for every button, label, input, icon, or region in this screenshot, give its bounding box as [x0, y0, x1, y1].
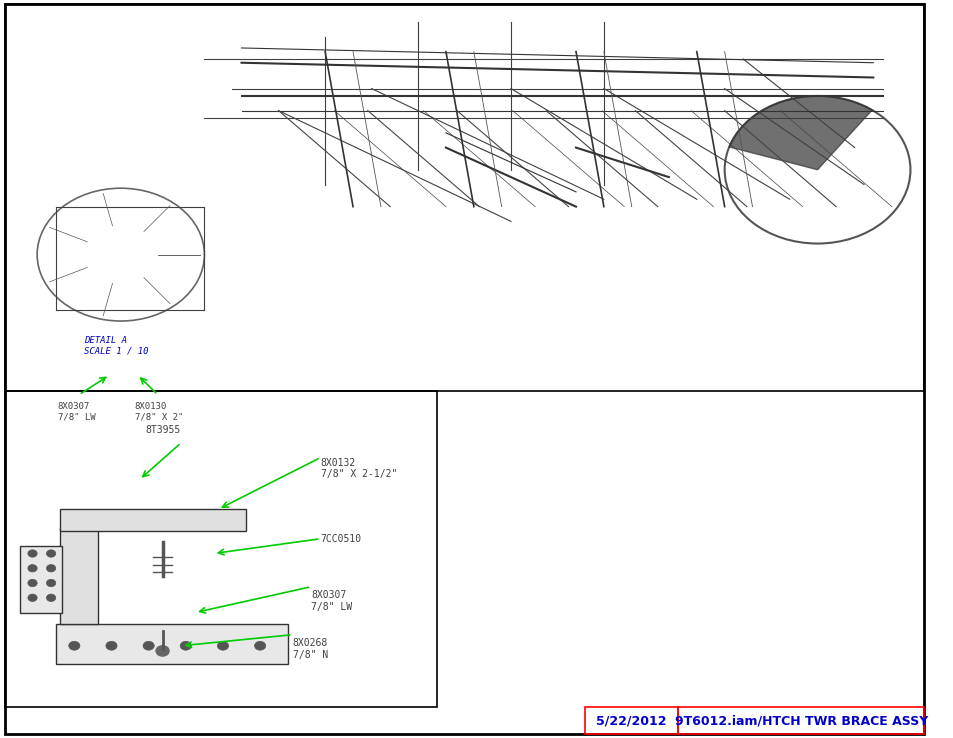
Text: 8X0132
7/8" X 2-1/2": 8X0132 7/8" X 2-1/2": [320, 458, 396, 479]
Circle shape: [143, 641, 154, 650]
Bar: [5, 391, 436, 707]
Bar: [60, 509, 246, 531]
Bar: [55, 624, 288, 664]
Text: DETAIL A
SCALE 1 / 10: DETAIL A SCALE 1 / 10: [84, 336, 148, 355]
Bar: [60, 528, 97, 624]
Circle shape: [28, 550, 37, 557]
Text: 8T3955: 8T3955: [145, 425, 180, 435]
Text: 7CC0510: 7CC0510: [320, 534, 361, 544]
Circle shape: [28, 579, 37, 587]
Circle shape: [106, 641, 117, 650]
Circle shape: [47, 565, 55, 572]
Bar: [20, 546, 62, 613]
Circle shape: [180, 641, 192, 650]
Text: 9T6012.iam/HTCH TWR BRACE ASSY: 9T6012.iam/HTCH TWR BRACE ASSY: [674, 714, 927, 727]
Text: 5/22/2012: 5/22/2012: [596, 714, 666, 727]
Circle shape: [47, 579, 55, 587]
Circle shape: [47, 594, 55, 601]
Circle shape: [47, 550, 55, 557]
Text: 8X0307
7/8" LW: 8X0307 7/8" LW: [57, 402, 95, 421]
Circle shape: [28, 594, 37, 601]
Text: 8X0268
7/8" N: 8X0268 7/8" N: [293, 638, 328, 660]
Polygon shape: [728, 96, 871, 170]
Bar: [585, 707, 678, 734]
Circle shape: [217, 641, 229, 650]
Text: 8X0130
7/8" X 2": 8X0130 7/8" X 2": [134, 402, 183, 421]
Bar: [678, 707, 923, 734]
Circle shape: [69, 641, 80, 650]
Bar: [5, 4, 923, 391]
Circle shape: [254, 641, 266, 650]
Circle shape: [28, 565, 37, 572]
Text: 8X0307
7/8" LW: 8X0307 7/8" LW: [311, 590, 352, 612]
Circle shape: [156, 646, 169, 656]
